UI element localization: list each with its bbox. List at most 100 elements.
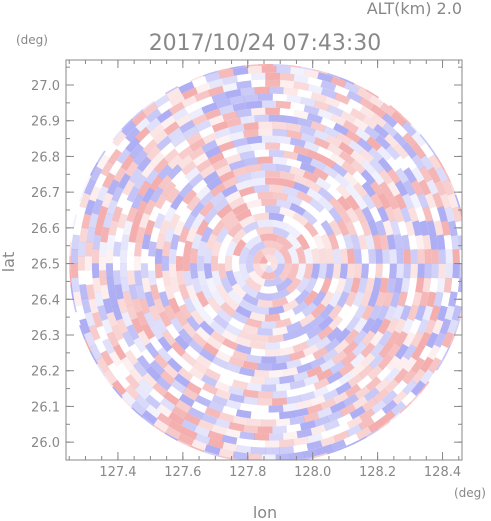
field-cell bbox=[287, 245, 299, 264]
field-cell bbox=[411, 143, 427, 160]
field-cell bbox=[129, 143, 144, 160]
field-cell bbox=[120, 234, 130, 250]
field-cell bbox=[249, 177, 266, 187]
field-cell bbox=[275, 199, 292, 210]
field-cell bbox=[174, 334, 190, 351]
field-cell bbox=[303, 448, 319, 459]
field-cell bbox=[200, 226, 214, 243]
x-tick-label: 127.6 bbox=[164, 465, 201, 480]
field-cell bbox=[102, 172, 116, 189]
field-cell bbox=[317, 72, 334, 83]
field-cell bbox=[111, 324, 124, 342]
field-cell bbox=[79, 227, 89, 243]
field-cell bbox=[183, 297, 197, 314]
field-cell bbox=[272, 425, 288, 434]
field-cell bbox=[153, 94, 170, 109]
field-cell bbox=[333, 122, 350, 136]
field-cell bbox=[170, 341, 186, 357]
field-cell bbox=[409, 192, 422, 209]
x-tick-label: 128.2 bbox=[359, 465, 396, 480]
field-cell bbox=[228, 393, 245, 404]
field-cell bbox=[360, 220, 372, 237]
field-cell bbox=[357, 137, 373, 153]
field-cell bbox=[389, 291, 401, 308]
field-cell bbox=[272, 326, 289, 336]
field-cell bbox=[428, 154, 442, 171]
field-cell bbox=[438, 249, 446, 264]
field-cell bbox=[225, 240, 238, 257]
field-cell bbox=[379, 277, 389, 294]
field-cell bbox=[242, 323, 259, 335]
field-cell bbox=[175, 113, 192, 128]
field-cell bbox=[169, 93, 186, 107]
field-cell bbox=[108, 291, 119, 307]
field-cell bbox=[113, 344, 127, 361]
field-cell bbox=[295, 263, 306, 281]
field-cell bbox=[378, 169, 393, 185]
field-cell bbox=[444, 206, 456, 223]
y-tick-label: 26.1 bbox=[31, 400, 60, 415]
field-cell bbox=[466, 264, 468, 279]
field-cell bbox=[186, 132, 203, 146]
field-cell bbox=[168, 263, 177, 279]
field-cell bbox=[77, 256, 85, 271]
field-cell bbox=[84, 174, 92, 189]
field-cell bbox=[239, 150, 256, 161]
field-cell bbox=[361, 193, 376, 210]
field-cell bbox=[246, 453, 262, 460]
field-cell bbox=[386, 234, 396, 250]
field-cell bbox=[269, 255, 278, 264]
field-cell bbox=[417, 263, 425, 279]
field-cell bbox=[411, 166, 425, 183]
field-cell bbox=[313, 415, 330, 428]
field-cell bbox=[186, 315, 201, 332]
field-cell bbox=[232, 350, 249, 362]
field-cell bbox=[346, 90, 363, 104]
field-cell bbox=[190, 309, 205, 326]
field-cell bbox=[379, 234, 389, 250]
field-cell bbox=[223, 295, 240, 311]
field-cell bbox=[204, 444, 221, 456]
field-cell bbox=[401, 193, 415, 210]
field-cell bbox=[353, 248, 362, 264]
field-cell bbox=[393, 143, 409, 160]
field-cell bbox=[393, 234, 404, 250]
field-cell bbox=[204, 145, 222, 159]
field-cell bbox=[268, 369, 284, 378]
field-cell bbox=[188, 146, 206, 161]
field-cell bbox=[367, 147, 384, 163]
field-cell bbox=[282, 402, 298, 412]
field-cell bbox=[208, 152, 225, 165]
field-cell bbox=[259, 233, 279, 242]
field-cell bbox=[329, 152, 346, 167]
field-cell bbox=[318, 196, 334, 212]
field-cell bbox=[193, 425, 211, 438]
field-cell bbox=[121, 331, 135, 348]
field-cell bbox=[360, 291, 372, 308]
field-cell bbox=[394, 193, 407, 210]
field-cell bbox=[199, 320, 215, 336]
y-tick-label: 26.9 bbox=[31, 115, 60, 130]
field-cell bbox=[257, 156, 273, 165]
field-cell bbox=[300, 66, 315, 71]
field-cell bbox=[310, 121, 327, 133]
field-cell bbox=[221, 82, 238, 93]
field-cell bbox=[231, 311, 249, 325]
field-cell bbox=[392, 206, 405, 223]
field-cell bbox=[119, 263, 128, 279]
field-cell bbox=[142, 139, 158, 155]
field-cell bbox=[211, 158, 229, 171]
field-cell bbox=[389, 219, 401, 236]
field-cell bbox=[152, 129, 169, 145]
field-cell bbox=[346, 415, 363, 429]
tick-marks bbox=[66, 60, 462, 461]
field-cell bbox=[88, 298, 99, 315]
field-cell bbox=[141, 187, 156, 204]
field-cell bbox=[182, 322, 197, 338]
field-cell bbox=[189, 138, 206, 152]
field-cell bbox=[445, 249, 453, 264]
field-cell bbox=[205, 277, 218, 294]
field-cell bbox=[402, 356, 417, 373]
field-cell bbox=[319, 303, 335, 320]
field-cell bbox=[289, 202, 306, 216]
